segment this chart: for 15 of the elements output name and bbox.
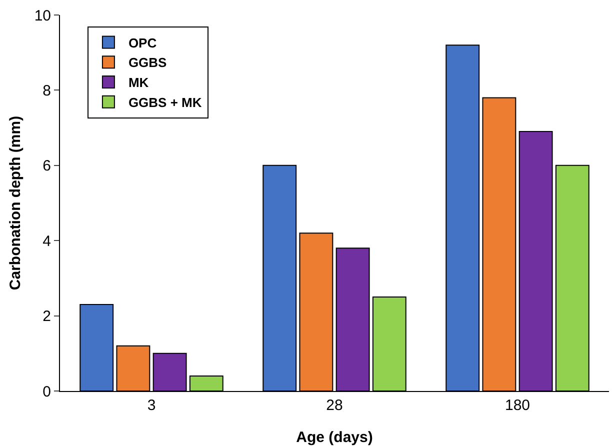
y-tick-label: 8	[42, 82, 51, 100]
y-tick-label: 10	[34, 7, 51, 24]
y-axis-title: Carbonation depth (mm)	[7, 116, 24, 290]
legend-label: GGBS	[128, 55, 168, 70]
x-tick-label: 28	[326, 397, 343, 414]
y-tick-label: 4	[42, 232, 51, 250]
x-axis-title: Age (days)	[296, 429, 373, 446]
x-tick-label: 180	[504, 397, 530, 414]
legend-label: MK	[128, 75, 150, 90]
legend-label: GGBS + MK	[128, 95, 202, 110]
y-tick-label: 6	[42, 158, 51, 175]
x-tick-label: 3	[147, 397, 156, 414]
y-tick-label: 0	[42, 383, 51, 400]
legend-label: OPC	[128, 35, 158, 50]
y-tick-label: 2	[42, 308, 51, 326]
